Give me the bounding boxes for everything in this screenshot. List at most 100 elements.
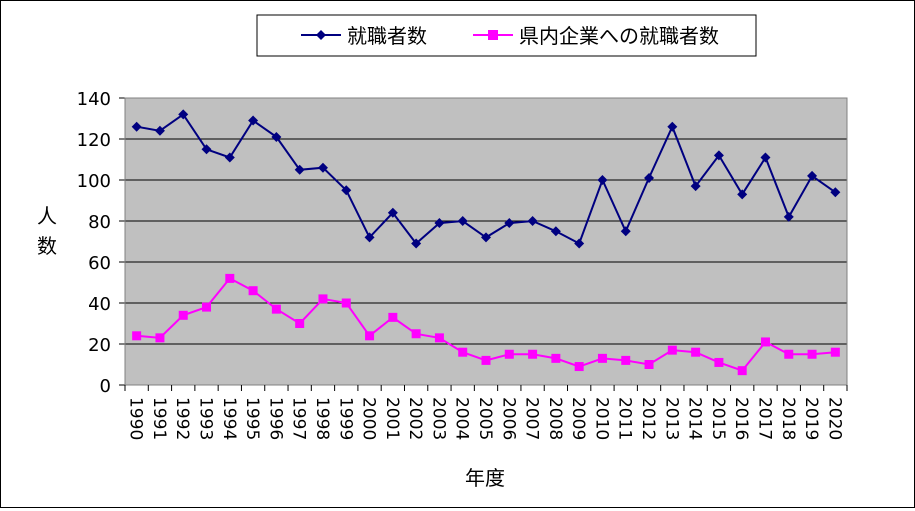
legend: 就職者数 県内企業への就職者数 (256, 14, 757, 57)
x-tick-label: 2006 (498, 397, 518, 440)
data-point-series-1 (597, 175, 608, 185)
data-point-series-1 (341, 185, 352, 196)
y-tick-label: 60 (88, 253, 111, 274)
data-point-series-2 (341, 298, 351, 308)
legend-marker-series-2 (488, 30, 498, 40)
x-tick-label: 2017 (754, 397, 774, 440)
x-tick-label: 1999 (335, 397, 355, 440)
data-point-series-1 (294, 164, 305, 175)
x-tick-label: 2013 (661, 397, 681, 440)
data-point-series-2 (458, 347, 468, 357)
x-tick-label: 1997 (289, 397, 309, 440)
x-tick-label: 2009 (568, 397, 588, 440)
y-tick-label: 140 (77, 89, 111, 110)
x-tick-label: 2018 (778, 397, 798, 440)
data-point-series-1 (737, 189, 748, 200)
data-point-series-2 (737, 366, 747, 376)
data-point-series-2 (830, 347, 840, 357)
data-point-series-1 (434, 218, 445, 229)
data-point-series-1 (830, 187, 841, 198)
legend-marker-series-1 (316, 30, 326, 40)
data-point-series-1 (713, 150, 724, 161)
data-point-series-1 (667, 121, 678, 132)
y-tick-label: 100 (77, 171, 111, 192)
y-tick-label: 20 (88, 335, 111, 356)
data-point-series-1 (387, 207, 398, 218)
data-point-series-1 (690, 181, 701, 192)
y-tick-labels: 0 20 40 60 80 100 120 140 (77, 89, 111, 397)
data-point-series-1 (224, 152, 235, 163)
data-point-series-1 (574, 238, 585, 249)
data-point-series-1 (644, 172, 655, 183)
data-point-series-2 (691, 347, 701, 357)
data-point-series-2 (667, 345, 677, 355)
data-point-series-1 (457, 216, 468, 226)
data-point-series-2 (528, 349, 538, 359)
data-point-series-2 (621, 355, 631, 365)
x-tick-label: 2014 (685, 397, 705, 440)
x-tick-label: 2012 (638, 397, 658, 440)
data-point-series-2 (178, 310, 188, 320)
x-axis-title: 年度 (465, 466, 505, 490)
series-group (131, 109, 841, 376)
data-point-series-1 (783, 211, 794, 222)
y-axis-title: 人数 (37, 204, 57, 258)
x-tick-label: 1993 (196, 397, 216, 440)
x-tick-label: 2020 (824, 397, 844, 440)
data-point-series-1 (317, 162, 328, 173)
data-point-series-2 (388, 312, 398, 322)
data-point-series-1 (178, 109, 189, 120)
data-point-series-2 (202, 302, 212, 312)
x-tick-label: 2000 (359, 397, 379, 440)
x-tick-label: 2015 (708, 397, 728, 440)
data-point-series-1 (760, 152, 771, 163)
x-tick-label: 2010 (591, 397, 611, 440)
data-point-series-1 (201, 144, 212, 155)
x-tick-label: 1995 (242, 397, 262, 440)
data-point-series-2 (504, 349, 514, 359)
x-tick-label: 1996 (265, 397, 285, 440)
data-point-series-2 (365, 331, 375, 341)
data-point-series-2 (248, 286, 258, 296)
data-point-series-2 (132, 331, 142, 341)
data-point-series-1 (154, 125, 165, 136)
data-point-series-2 (481, 355, 491, 365)
data-point-series-1 (481, 232, 491, 243)
x-tick-label: 1990 (126, 397, 146, 440)
x-tick-label: 2019 (801, 397, 821, 440)
x-tick-label: 1991 (149, 397, 169, 440)
x-tick-label: 2007 (522, 397, 542, 440)
data-point-series-1 (527, 216, 538, 226)
y-tick-label: 0 (100, 376, 111, 397)
axes (119, 97, 848, 391)
x-tick-label: 2001 (382, 397, 402, 440)
x-tick-label: 1998 (312, 397, 332, 440)
data-point-series-1 (807, 170, 818, 181)
x-tick-label: 2005 (475, 397, 495, 440)
plot-border (124, 97, 848, 386)
x-tick-label: 2016 (731, 397, 751, 440)
data-point-series-1 (504, 218, 515, 229)
data-point-series-1 (620, 226, 631, 237)
data-point-series-2 (807, 349, 817, 359)
x-tick-label: 2008 (545, 397, 565, 440)
y-tick-label: 80 (88, 212, 111, 233)
data-point-series-2 (551, 353, 561, 363)
x-tick-label: 1994 (219, 397, 239, 440)
data-point-series-2 (295, 319, 305, 328)
data-point-series-1 (550, 226, 561, 237)
x-tick-label: 2002 (405, 397, 425, 440)
data-point-series-2 (225, 273, 235, 283)
data-point-series-2 (271, 304, 281, 314)
y-tick-label: 120 (77, 130, 111, 151)
x-tick-label: 2004 (452, 397, 472, 440)
data-point-series-2 (434, 333, 444, 343)
data-point-series-2 (155, 333, 165, 343)
data-point-series-2 (574, 362, 584, 372)
x-tick-label: 1992 (172, 397, 192, 440)
data-point-series-2 (318, 294, 328, 304)
legend-label-series-1: 就職者数 (347, 24, 427, 48)
data-point-series-2 (411, 329, 421, 339)
